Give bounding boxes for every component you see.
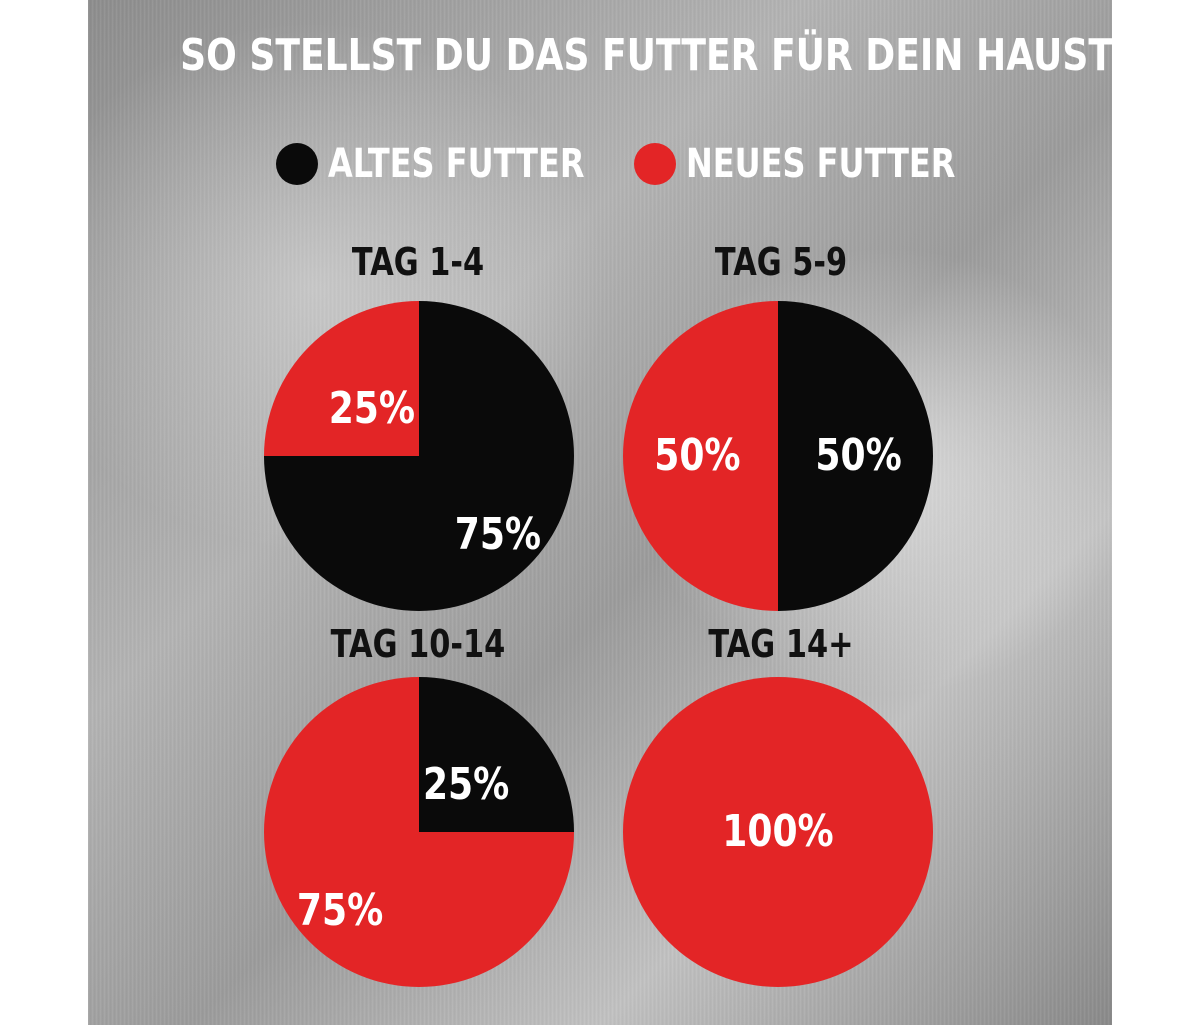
legend-label-old-food: ALTES FUTTER [328, 141, 585, 187]
pie-slice-neues-futter [623, 301, 778, 611]
pie-title-tag-14-plus: TAG 14+ [708, 622, 854, 666]
pie-slice-neues-futter [623, 677, 933, 987]
pie-title-tag-1-4: TAG 1-4 [351, 240, 485, 284]
pie-label-neues-futter: 25% [329, 384, 415, 434]
legend-swatch-old-food [276, 143, 318, 185]
legend-swatch-new-food [634, 143, 676, 185]
pie-chart-tag-14-plus: 100% [623, 677, 933, 987]
legend-item-new-food: NEUES FUTTER [634, 138, 1023, 190]
pie-label-neues-futter: 75% [297, 886, 383, 936]
pie-label-altes-futter: 25% [423, 760, 509, 810]
pie-label-altes-futter: 50% [815, 431, 901, 481]
pie-chart-tag-1-4: 75% 25% [264, 301, 574, 611]
pie-label-neues-futter: 50% [654, 431, 740, 481]
infographic-panel: SO STELLST DU DAS FUTTER FÜR DEIN HAUSTI… [88, 0, 1112, 1025]
pie-chart-tag-10-14: 25% 75% [264, 677, 574, 987]
pie-chart-tag-5-9: 50% 50% [623, 301, 933, 611]
pie-slice-altes-futter [778, 301, 933, 611]
pie-slice-neues-futter [264, 301, 419, 456]
page-title: SO STELLST DU DAS FUTTER FÜR DEIN HAUSTI… [180, 30, 1112, 81]
legend-item-old-food: ALTES FUTTER [276, 138, 649, 190]
pie-title-tag-5-9: TAG 5-9 [714, 240, 848, 284]
legend-label-new-food: NEUES FUTTER [686, 141, 956, 187]
pie-label-altes-futter: 75% [455, 510, 541, 560]
pie-slice-neues-futter [264, 677, 574, 987]
pie-slice-altes-futter [419, 677, 574, 832]
pie-label-neues-futter: 100% [722, 807, 833, 857]
pie-title-tag-10-14: TAG 10-14 [330, 622, 506, 666]
